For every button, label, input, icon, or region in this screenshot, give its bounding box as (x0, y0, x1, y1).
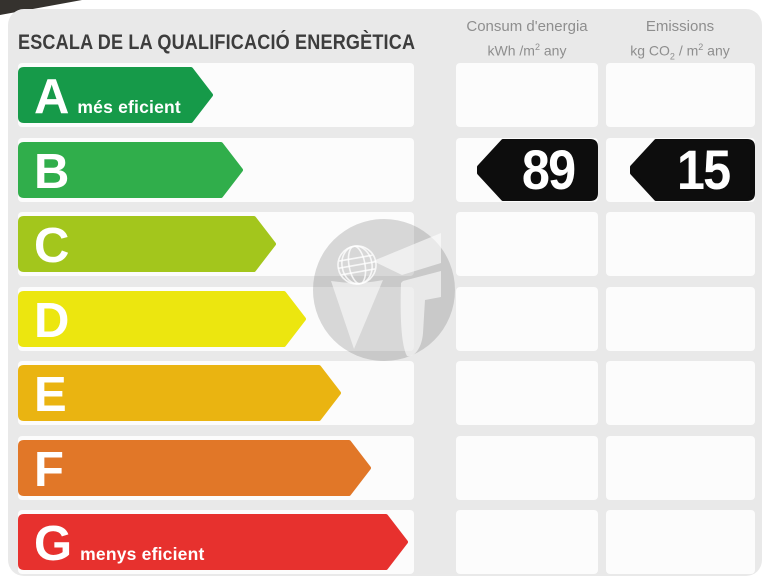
emissions-column-unit: kg CO2 / m2 any (630, 42, 730, 62)
consum-cell (456, 436, 598, 500)
consum-cell (456, 212, 598, 276)
emissions-value: 15 (677, 138, 731, 201)
consum-value: 89 (522, 138, 576, 201)
scale-row-e: E (8, 361, 762, 425)
rating-band-f: F (18, 440, 373, 497)
brand-watermark (313, 219, 455, 361)
consum-column-header: Consum d'energia kWh /m2 any (456, 17, 598, 61)
rating-letter: E (34, 368, 67, 422)
rating-letter: F (34, 443, 64, 497)
emissions-column-title: Emissions (645, 18, 715, 35)
emissions-cell (606, 361, 755, 425)
rating-letter: A (34, 70, 70, 124)
rating-band-c: C (18, 216, 278, 273)
rating-band-b: B (18, 142, 245, 199)
emissions-value-marker: 15 (630, 139, 755, 201)
consum-value-marker: 89 (477, 139, 598, 201)
emissions-cell (606, 510, 755, 574)
rating-band-e: E (18, 365, 343, 422)
rating-letter: C (34, 219, 70, 273)
consum-column-title: Consum d'energia (466, 18, 588, 35)
energy-scale-card: ESCALA DE LA QUALIFICACIÓ ENERGÈTICA Con… (8, 9, 762, 576)
consum-cell (456, 510, 598, 574)
consum-cell (456, 63, 598, 127)
rating-note: menys eficient (80, 544, 205, 564)
rating-letter: D (34, 294, 70, 348)
consum-cell (456, 287, 598, 351)
emissions-cell (606, 212, 755, 276)
scale-row-c: C (8, 212, 762, 276)
scale-row-d: D (8, 287, 762, 351)
globe-pin-icon (331, 245, 383, 349)
page-title: ESCALA DE LA QUALIFICACIÓ ENERGÈTICA (18, 31, 416, 54)
f-logo-icon (373, 233, 441, 357)
rating-note: més eficient (77, 97, 181, 117)
emissions-column-header: Emissions kg CO2 / m2 any (600, 17, 760, 66)
scale-row-f: F (8, 436, 762, 500)
emissions-cell (606, 287, 755, 351)
emissions-cell (606, 436, 755, 500)
consum-cell (456, 361, 598, 425)
rating-letter: B (34, 145, 70, 199)
rating-letter: G (34, 517, 73, 571)
emissions-cell (606, 63, 755, 127)
rating-band-d: D (18, 291, 308, 348)
consum-column-unit: kWh /m2 any (487, 42, 567, 59)
